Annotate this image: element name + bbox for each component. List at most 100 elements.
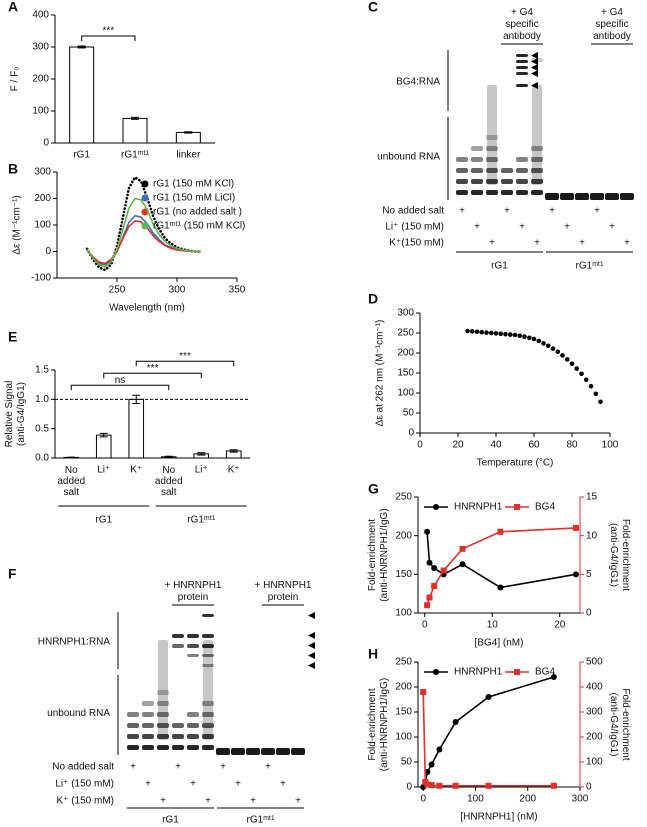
- legend-label: rG1ᵐᵗ¹ (150 mM KCl): [153, 221, 245, 232]
- y-tick-label: 0: [45, 246, 51, 257]
- gel-band: [532, 85, 542, 185]
- gel-band: [127, 745, 139, 750]
- y-tick-label: 100: [34, 220, 51, 231]
- y-axis-label: Relative Signal(anti-G4/IgG1): [4, 381, 27, 448]
- x-axis-label: [BG4] (nM): [475, 638, 524, 649]
- gel-band: [291, 748, 305, 755]
- marker: [426, 559, 433, 566]
- y-tick-label: 0: [408, 428, 414, 439]
- x-tick-label: rG1ᵐᵗ¹: [121, 150, 150, 161]
- y-axis-label: F / F₀: [10, 67, 21, 92]
- x-tick-label: No added salt: [155, 465, 183, 498]
- gel-band: [187, 654, 199, 657]
- x-tick-label: 40: [490, 440, 502, 451]
- panel-label: A: [8, 0, 18, 15]
- gel-band: [172, 745, 184, 750]
- significance-bracket: [81, 35, 136, 42]
- band-arrow: [308, 612, 315, 619]
- gel-band: [202, 745, 214, 750]
- gel-band: [486, 179, 498, 184]
- gel-band: [456, 168, 468, 173]
- x-tick-label: 200: [519, 794, 536, 805]
- gel-band: [516, 60, 528, 63]
- y-tick-label: -100: [31, 273, 51, 284]
- legend-swatch: [141, 194, 149, 202]
- gel-band: [516, 168, 528, 173]
- legend-label: rG1 (no added salt ): [153, 207, 242, 218]
- marker: [428, 761, 435, 768]
- gel-band: [531, 58, 543, 62]
- gel-band: [187, 734, 199, 739]
- y2-tick-label: 100: [586, 757, 603, 768]
- gel-band: [157, 701, 169, 706]
- x-tick-label: rG1: [73, 150, 90, 161]
- row-label: No added salt: [382, 206, 444, 217]
- gel-band: [516, 84, 528, 87]
- row-label: No added salt: [52, 762, 114, 773]
- gel-band: [531, 157, 543, 162]
- y2-tick-label: 400: [586, 682, 603, 693]
- x-tick-label: 10: [487, 620, 499, 631]
- band-arrow: [531, 58, 538, 65]
- gel-band: [531, 168, 543, 173]
- x-tick-label: 300: [169, 285, 186, 296]
- gel-band: [142, 734, 154, 739]
- legend-swatch: [514, 504, 520, 510]
- row-label: Li⁺ (150 mM): [385, 222, 444, 233]
- gel-band: [501, 190, 513, 195]
- plus-sign: +: [280, 779, 286, 790]
- legend-swatch: [433, 504, 439, 510]
- point: [522, 334, 527, 339]
- plus-sign: +: [265, 762, 271, 773]
- gel-band: [471, 157, 483, 162]
- y2-tick-label: 10: [586, 530, 598, 541]
- y-tick-label: 200: [395, 530, 412, 541]
- y-tick-label: 200: [397, 348, 414, 359]
- group-label: rG1ᵐᵗ¹: [576, 261, 605, 272]
- point: [583, 377, 589, 383]
- series-line: [86, 197, 201, 268]
- y-tick-label: 100: [397, 388, 414, 399]
- series-line: [426, 531, 577, 589]
- band-arrow: [308, 642, 315, 649]
- y-tick-label: 0: [406, 782, 412, 793]
- x-tick-label: linker: [176, 150, 201, 161]
- gel-band: [456, 157, 468, 162]
- marker: [550, 674, 557, 680]
- series-line: [422, 691, 554, 787]
- y-tick-label: 200: [34, 193, 51, 204]
- gel-band: [202, 701, 214, 706]
- y-axis-label: Δε at 262 nm (M⁻¹cm⁻¹): [375, 320, 386, 427]
- y-axis-label: Fold-enrichment(anti-HNRNPH1/IgG): [367, 508, 390, 601]
- point: [536, 338, 542, 344]
- marker: [424, 602, 431, 609]
- gel-band: [471, 168, 483, 173]
- gel-band: [142, 701, 154, 706]
- y-tick-label: 0.5: [35, 423, 49, 434]
- y2-tick-label: 0: [586, 608, 592, 619]
- row-label: K⁺ (150 mM): [56, 796, 114, 807]
- gel-band: [216, 748, 230, 755]
- gel-band: [575, 193, 589, 200]
- bar: [69, 46, 95, 144]
- x-tick-label: 350: [229, 285, 246, 296]
- plus-sign: +: [564, 222, 570, 233]
- significance-bracket: [135, 360, 235, 367]
- point: [512, 332, 518, 338]
- y-tick-label: 100: [32, 106, 49, 117]
- gel-header: + HNRNPH1 protein: [165, 580, 222, 603]
- significance-label: ***: [102, 26, 114, 37]
- panel-label: B: [8, 161, 18, 177]
- significance-label: ***: [179, 351, 191, 362]
- band-arrow: [308, 652, 315, 659]
- x-tick-label: 80: [566, 440, 578, 451]
- y-tick-label: 150: [395, 707, 412, 718]
- legend-label: BG4: [535, 667, 555, 678]
- row-label: K⁺(150 mM): [389, 238, 444, 249]
- plus-sign: +: [220, 762, 226, 773]
- x-tick-label: 100: [467, 794, 484, 805]
- y-tick-label: 300: [397, 308, 414, 319]
- y2-tick-label: 200: [586, 732, 603, 743]
